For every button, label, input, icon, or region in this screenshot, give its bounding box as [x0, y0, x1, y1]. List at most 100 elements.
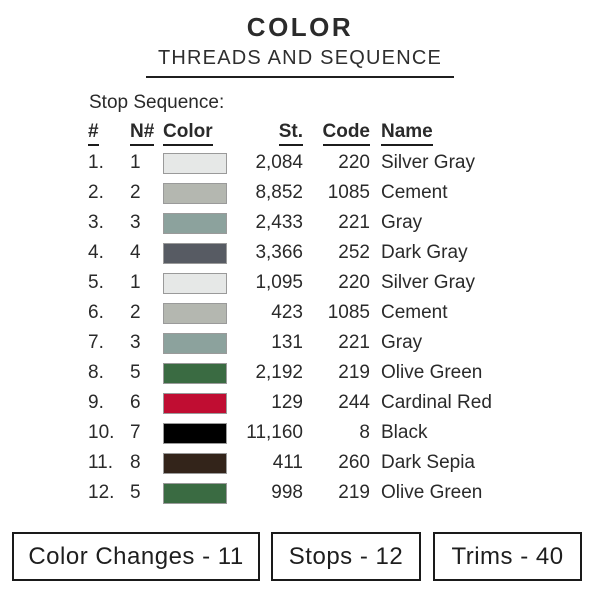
thread-name: Olive Green: [381, 362, 483, 383]
column-header-number: #: [88, 121, 130, 146]
thread-color-swatch: [163, 182, 227, 204]
thread-name: Olive Green: [381, 482, 483, 503]
row-number: 2.: [88, 182, 104, 203]
thread-color-swatch: [163, 362, 227, 384]
needle-number: 2: [130, 302, 141, 323]
needle-number: 5: [130, 482, 141, 503]
thread-code: 8: [359, 422, 370, 443]
column-header-stitches: St.: [230, 121, 303, 146]
thread-name: Silver Gray: [381, 152, 475, 173]
stitch-count: 423: [271, 302, 303, 323]
table-row: 9. 6 129 244 Cardinal Red: [88, 388, 540, 418]
color-cell: [163, 482, 230, 504]
thread-name: Silver Gray: [381, 272, 475, 293]
table-row: 2. 2 8,852 1085 Cement: [88, 178, 540, 208]
header: COLOR THREADS AND SEQUENCE: [0, 12, 600, 78]
thread-code: 244: [338, 392, 370, 413]
trims-box: Trims - 40: [433, 532, 582, 581]
stitch-count: 998: [271, 482, 303, 503]
needle-number: 2: [130, 182, 141, 203]
row-number: 8.: [88, 362, 104, 383]
row-number: 5.: [88, 272, 104, 293]
needle-number: 6: [130, 392, 141, 413]
color-cell: [163, 302, 230, 324]
needle-number: 7: [130, 422, 141, 443]
thread-table: # N# Color St. Code Name 1. 1 2,084 220 …: [88, 121, 540, 508]
table-row: 8. 5 2,192 219 Olive Green: [88, 358, 540, 388]
table-row: 3. 3 2,433 221 Gray: [88, 208, 540, 238]
thread-name: Dark Gray: [381, 242, 468, 263]
stops-box: Stops - 12: [271, 532, 421, 581]
thread-code: 219: [338, 362, 370, 383]
stitch-count: 131: [271, 332, 303, 353]
row-number: 7.: [88, 332, 104, 353]
color-cell: [163, 152, 230, 174]
thread-code: 1085: [327, 182, 370, 203]
stitch-count: 11,160: [246, 422, 303, 443]
thread-code: 220: [338, 272, 370, 293]
needle-number: 4: [130, 242, 141, 263]
page-subtitle: THREADS AND SEQUENCE: [145, 47, 455, 78]
thread-color-swatch: [163, 392, 227, 414]
thread-name: Cardinal Red: [381, 392, 492, 413]
stitch-count: 8,852: [255, 182, 303, 203]
stitch-count: 1,095: [255, 272, 303, 293]
table-row: 12. 5 998 219 Olive Green: [88, 478, 540, 508]
thread-code: 260: [338, 452, 370, 473]
stitch-count: 2,084: [255, 152, 303, 173]
color-cell: [163, 362, 230, 384]
column-header-needle: N#: [130, 121, 163, 146]
thread-color-swatch: [163, 212, 227, 234]
row-number: 6.: [88, 302, 104, 323]
row-number: 9.: [88, 392, 104, 413]
thread-name: Cement: [381, 182, 448, 203]
row-number: 3.: [88, 212, 104, 233]
thread-name: Dark Sepia: [381, 452, 475, 473]
color-cell: [163, 422, 230, 444]
row-number: 12.: [88, 482, 115, 503]
table-row: 5. 1 1,095 220 Silver Gray: [88, 268, 540, 298]
row-number: 1.: [88, 152, 104, 173]
color-cell: [163, 272, 230, 294]
needle-number: 8: [130, 452, 141, 473]
table-row: 6. 2 423 1085 Cement: [88, 298, 540, 328]
color-cell: [163, 332, 230, 354]
table-row: 1. 1 2,084 220 Silver Gray: [88, 148, 540, 178]
thread-color-swatch: [163, 452, 227, 474]
table-row: 11. 8 411 260 Dark Sepia: [88, 448, 540, 478]
thread-code: 221: [338, 212, 370, 233]
color-cell: [163, 242, 230, 264]
stitch-count: 129: [271, 392, 303, 413]
row-number: 10.: [88, 422, 115, 443]
color-changes-box: Color Changes - 11: [12, 532, 260, 581]
color-cell: [163, 212, 230, 234]
thread-color-swatch: [163, 242, 227, 264]
thread-code: 252: [338, 242, 370, 263]
thread-name: Black: [381, 422, 428, 443]
color-cell: [163, 182, 230, 204]
thread-code: 219: [338, 482, 370, 503]
row-number: 11.: [88, 452, 114, 473]
needle-number: 1: [130, 152, 141, 173]
needle-number: 5: [130, 362, 141, 383]
table-row: 4. 4 3,366 252 Dark Gray: [88, 238, 540, 268]
thread-code: 1085: [327, 302, 370, 323]
row-number: 4.: [88, 242, 104, 263]
stitch-count: 3,366: [255, 242, 303, 263]
color-cell: [163, 392, 230, 414]
needle-number: 3: [130, 332, 141, 353]
thread-color-swatch: [163, 152, 227, 174]
thread-name: Gray: [381, 332, 423, 353]
thread-color-swatch: [163, 422, 227, 444]
needle-number: 1: [130, 272, 141, 293]
thread-color-swatch: [163, 302, 227, 324]
needle-number: 3: [130, 212, 141, 233]
thread-color-swatch: [163, 272, 227, 294]
table-row: 10. 7 11,160 8 Black: [88, 418, 540, 448]
stop-sequence-label: Stop Sequence:: [89, 92, 225, 113]
color-cell: [163, 452, 230, 474]
thread-table-body: 1. 1 2,084 220 Silver Gray 2. 2 8,852 10…: [88, 148, 540, 508]
thread-code: 220: [338, 152, 370, 173]
column-header-color: Color: [163, 121, 230, 146]
stitch-count: 411: [272, 452, 303, 473]
